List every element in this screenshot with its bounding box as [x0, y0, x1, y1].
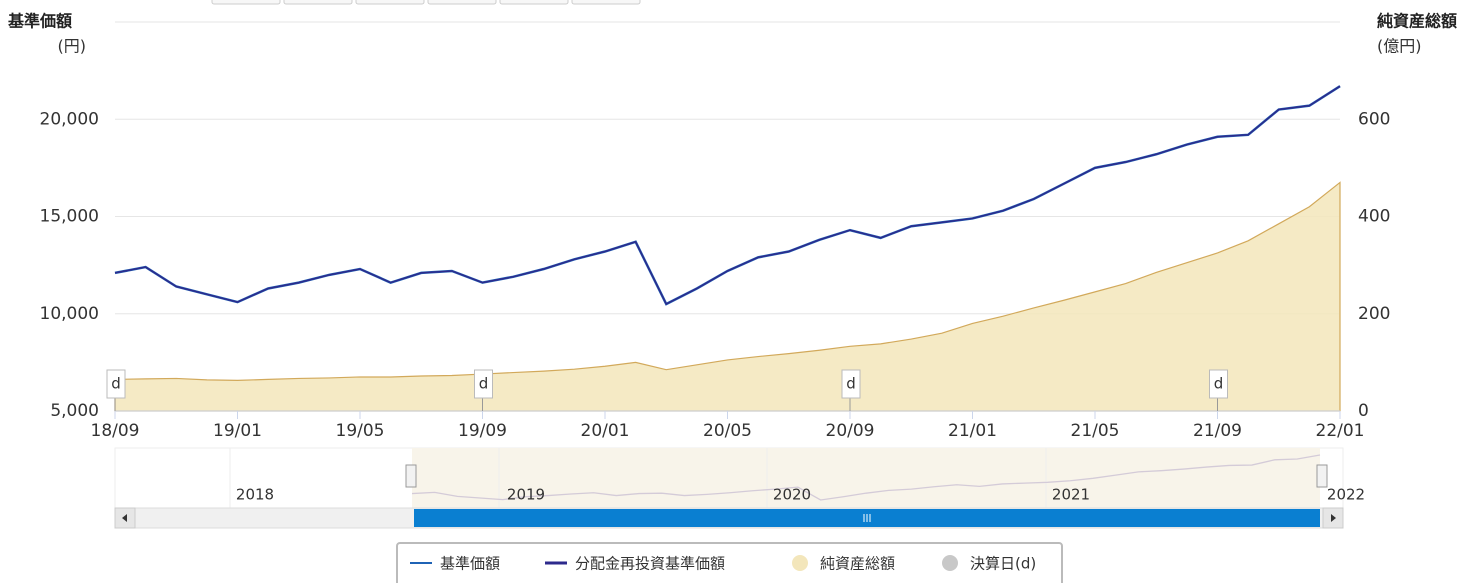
- navigator-year: 2019: [507, 486, 545, 504]
- navigator-year: 2020: [773, 486, 811, 504]
- x-tick-label: 22/01: [1316, 421, 1365, 441]
- x-tick-label: 21/01: [948, 421, 997, 441]
- y-axis-title: 基準価額: [7, 12, 72, 31]
- legend-label: 純資産総額: [820, 555, 895, 573]
- settlement-marker: [841, 369, 861, 399]
- y-tick-label: 20,000: [40, 109, 99, 129]
- legend-symbol: [942, 555, 958, 571]
- y2-tick-label: 200: [1358, 304, 1390, 324]
- legend-item[interactable]: 決算日(d): [942, 555, 1036, 573]
- legend: [396, 542, 1063, 583]
- navigator-line: [411, 454, 1321, 501]
- nav-handle[interactable]: [1316, 464, 1328, 488]
- legend-item[interactable]: 純資産総額: [792, 555, 895, 573]
- settlement-marker: [1209, 369, 1228, 399]
- navigator-year: 2022: [1327, 486, 1365, 504]
- settlement-marker: [474, 369, 493, 399]
- line: [114, 85, 1341, 306]
- settlement-label: d: [479, 375, 489, 393]
- area: [114, 181, 1341, 412]
- settlement-label: d: [846, 375, 856, 393]
- legend-label: 決算日(d): [970, 555, 1036, 573]
- y2-tick-label: 0: [1358, 401, 1369, 421]
- x-tick-label: 20/05: [703, 421, 752, 441]
- navigator: 2018 2019 2020 2021 2022: [114, 447, 1365, 529]
- x-tick-label: 19/01: [213, 421, 262, 441]
- y2-axis-title: 純資産総額: [1377, 12, 1457, 31]
- x-tick-label: 19/09: [458, 421, 507, 441]
- y-tick-label: 10,000: [40, 304, 99, 324]
- legend-item[interactable]: 分配金再投資基準価額: [545, 555, 725, 573]
- y-tick-label: 15,000: [40, 207, 99, 227]
- settlement-label: d: [1214, 375, 1224, 393]
- x-tick-label: 19/05: [336, 421, 385, 441]
- x-tick-label: 21/05: [1071, 421, 1120, 441]
- nav-handle[interactable]: [405, 464, 417, 488]
- navigator-year: 2018: [236, 486, 274, 504]
- x-tick-label: 20/01: [581, 421, 630, 441]
- legend-label: 基準価額: [440, 555, 500, 573]
- x-tick-label: 20/09: [826, 421, 875, 441]
- x-tick-label: 21/09: [1193, 421, 1242, 441]
- legend-symbol: [792, 555, 808, 571]
- x-tick-label: 18/09: [91, 421, 140, 441]
- y-tick-label: 5,000: [50, 401, 99, 421]
- range-buttons: [211, 0, 641, 5]
- settlement-label: d: [111, 375, 121, 393]
- navigator-year: 2021: [1052, 486, 1090, 504]
- y2-tick-label: 400: [1358, 207, 1390, 227]
- settlement-marker: [106, 369, 126, 399]
- legend-label: 分配金再投資基準価額: [575, 555, 725, 573]
- y-axis-unit: (円): [58, 37, 87, 56]
- y2-axis-unit: (億円): [1377, 37, 1422, 56]
- legend-item[interactable]: 基準価額: [410, 555, 500, 573]
- y2-tick-label: 600: [1358, 109, 1390, 129]
